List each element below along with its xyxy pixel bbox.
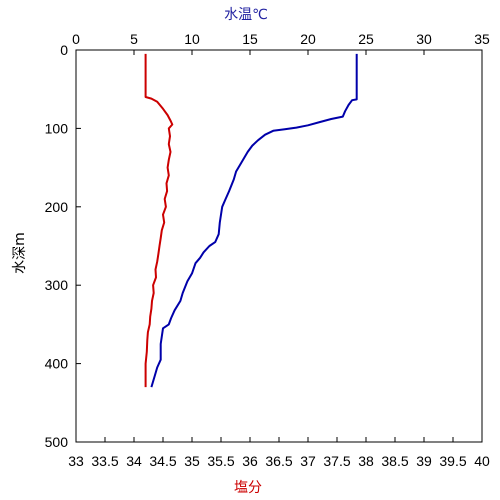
top-axis-title: 水温℃	[224, 7, 268, 23]
top-axis-tick-label: 35	[474, 31, 490, 47]
bottom-axis-tick-label: 34	[126, 453, 142, 469]
left-axis: 0 100 200 300 400 500	[45, 42, 81, 450]
top-axis-tick-label: 15	[242, 31, 258, 47]
bottom-axis-tick-label: 38	[358, 453, 374, 469]
top-axis-tick-label: 20	[300, 31, 316, 47]
bottom-axis-tick-label: 34.5	[149, 453, 176, 469]
plot-frame	[75, 49, 483, 443]
bottom-axis-tick-label: 35	[184, 453, 200, 469]
bottom-axis-tick-label: 39.5	[439, 453, 466, 469]
temperature-series-line	[150, 53, 358, 388]
top-axis-tick-label: 25	[358, 31, 374, 47]
series-layer	[144, 53, 358, 388]
bottom-axis-tick-label: 33.5	[91, 453, 118, 469]
bottom-axis-title: 塩分	[234, 480, 262, 496]
top-axis: 0 5 10 15 20 25 30 35	[72, 31, 490, 55]
left-axis-tick-label: 100	[45, 120, 69, 136]
bottom-axis-tick-label: 33	[68, 453, 84, 469]
left-axis-tick-label: 400	[45, 356, 69, 372]
bottom-axis-tick-label: 36.5	[265, 453, 292, 469]
top-axis-tick-label: 30	[416, 31, 432, 47]
bottom-axis-tick-label: 37.5	[323, 453, 350, 469]
left-axis-title: 水深m	[12, 232, 28, 274]
bottom-axis-tick-label: 38.5	[381, 453, 408, 469]
bottom-axis-tick-label: 40	[474, 453, 490, 469]
top-axis-tick-label: 10	[184, 31, 200, 47]
bottom-axis: 33 33.5 34 34.5 35 35.5 36 36.5 37 37.5 38 38.5 39 39…	[68, 437, 490, 469]
bottom-axis-tick-label: 35.5	[207, 453, 234, 469]
bottom-axis-tick-label: 39	[416, 453, 432, 469]
left-axis-tick-label: 0	[60, 42, 68, 58]
salinity-series-line	[144, 53, 174, 388]
left-axis-tick-label: 300	[45, 277, 69, 293]
top-axis-tick-label: 0	[72, 31, 80, 47]
bottom-axis-tick-label: 37	[300, 453, 316, 469]
left-axis-tick-label: 500	[45, 434, 69, 450]
top-axis-tick-label: 5	[130, 31, 138, 47]
bottom-axis-tick-label: 36	[242, 453, 258, 469]
left-axis-tick-label: 200	[45, 199, 69, 215]
